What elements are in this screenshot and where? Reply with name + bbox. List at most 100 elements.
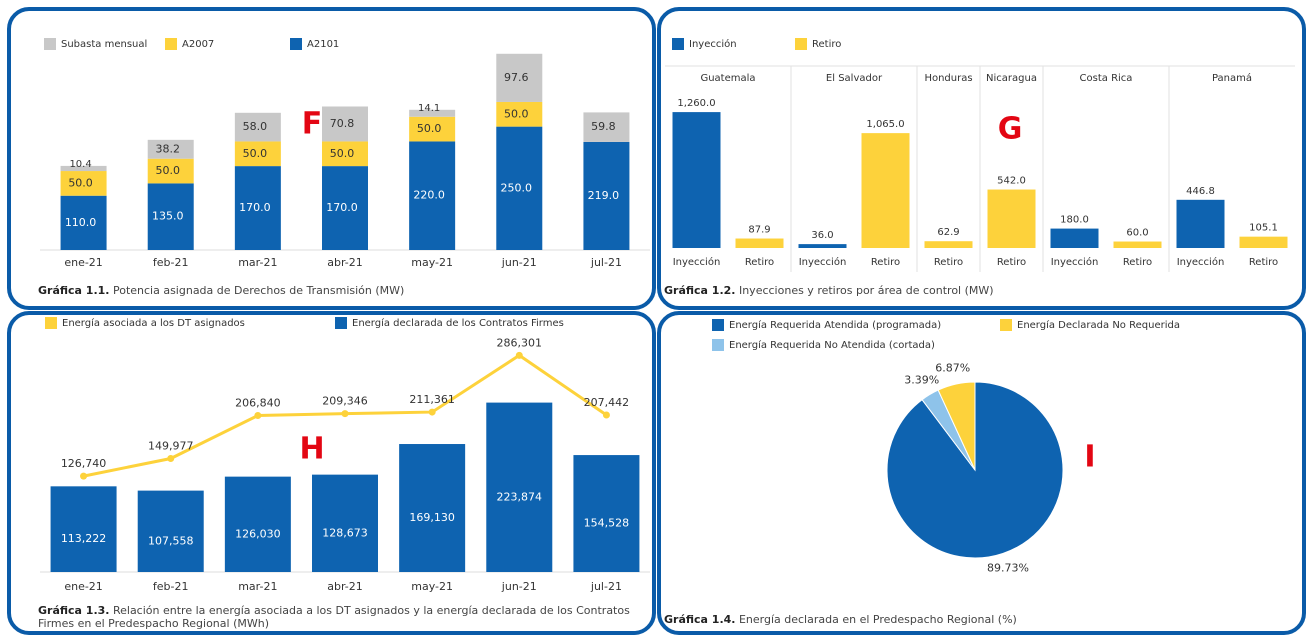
annotation: G xyxy=(998,112,1023,147)
value-label: 206,840 xyxy=(235,396,281,409)
panel xyxy=(657,7,1306,310)
legend-swatch xyxy=(44,38,56,50)
x-tick-label: abr-21 xyxy=(327,256,363,269)
caption: Gráfica 1.1. Potencia asignada de Derech… xyxy=(38,284,648,297)
area-label: Guatemala xyxy=(700,73,755,84)
value-label: 14.1 xyxy=(418,103,440,114)
x-tick-label: jul-21 xyxy=(590,256,622,269)
bar xyxy=(924,241,973,248)
annotation: F xyxy=(302,107,323,142)
legend-label: Energía Requerida No Atendida (cortada) xyxy=(729,339,935,351)
legend-label: A2101 xyxy=(307,39,339,50)
x-tick-label: Retiro xyxy=(1249,257,1278,268)
caption-label: Gráfica 1.2. xyxy=(664,284,736,297)
value-label: 107,558 xyxy=(148,534,194,547)
bar-segment xyxy=(409,141,456,250)
legend-swatch xyxy=(45,317,57,329)
value-label: 50.0 xyxy=(504,107,529,120)
legend-swatch xyxy=(795,38,807,50)
area-label: El Salvador xyxy=(826,73,883,84)
caption-text: Relación entre la energía asociada a los… xyxy=(38,604,630,630)
x-tick-label: Retiro xyxy=(745,257,774,268)
value-label: 62.9 xyxy=(937,227,959,238)
value-label: 1,065.0 xyxy=(866,119,904,130)
legend-swatch xyxy=(335,317,347,329)
x-tick-label: jun-21 xyxy=(501,256,537,269)
x-tick-label: Retiro xyxy=(871,257,900,268)
caption: Gráfica 1.2. Inyecciones y retiros por á… xyxy=(664,284,1284,297)
legend-swatch xyxy=(290,38,302,50)
legend-label: A2007 xyxy=(182,39,214,50)
x-tick-label: may-21 xyxy=(411,580,453,593)
caption-label: Gráfica 1.1. xyxy=(38,284,110,297)
caption-text: Energía declarada en el Predespacho Regi… xyxy=(738,613,1017,626)
annotation: H xyxy=(299,432,324,467)
line-marker xyxy=(80,472,88,480)
legend-label: Energía asociada a los DT asignados xyxy=(62,317,245,329)
x-tick-label: Retiro xyxy=(997,257,1026,268)
x-tick-label: jul-21 xyxy=(590,580,622,593)
bar-segment xyxy=(409,109,456,117)
bar-segment xyxy=(234,112,281,142)
x-tick-label: ene-21 xyxy=(64,256,102,269)
value-label: 1,260.0 xyxy=(677,98,715,109)
value-label: 446.8 xyxy=(1186,186,1215,197)
bar-segment xyxy=(496,101,543,127)
legend-label: Energía Requerida Atendida (programada) xyxy=(729,319,941,331)
caption: Gráfica 1.4. Energía declarada en el Pre… xyxy=(664,613,1284,626)
value-label: 286,301 xyxy=(497,336,543,349)
x-tick-label: Inyección xyxy=(1051,256,1099,268)
area-label: Costa Rica xyxy=(1080,73,1133,84)
bar xyxy=(1176,199,1225,248)
value-label: 105.1 xyxy=(1249,223,1278,234)
bar xyxy=(312,474,378,572)
bar-segment xyxy=(322,106,368,142)
area-label: Panamá xyxy=(1212,72,1252,84)
bar-segment xyxy=(322,141,368,167)
bar xyxy=(224,476,291,572)
value-label: 89.73% xyxy=(987,562,1029,575)
area-label: Nicaragua xyxy=(986,73,1037,84)
value-label: 36.0 xyxy=(811,230,833,241)
pie-slice xyxy=(937,381,976,471)
value-label: 223,874 xyxy=(497,490,543,503)
value-label: 50.0 xyxy=(243,147,268,160)
value-label: 180.0 xyxy=(1060,215,1089,226)
value-label: 50.0 xyxy=(155,164,180,177)
value-label: 59.8 xyxy=(591,120,616,133)
bar xyxy=(573,455,640,572)
bar-segment xyxy=(60,195,107,250)
value-label: 97.6 xyxy=(504,71,529,84)
value-label: 154,528 xyxy=(584,517,630,530)
value-label: 211,361 xyxy=(409,393,455,406)
bar-segment xyxy=(60,165,107,172)
caption-text: Inyecciones y retiros por área de contro… xyxy=(738,284,994,297)
value-label: 113,222 xyxy=(61,532,107,545)
value-label: 50.0 xyxy=(330,147,355,160)
bar xyxy=(1113,241,1162,248)
x-tick-label: jun-21 xyxy=(501,580,537,593)
legend-label: Energía declarada de los Contratos Firme… xyxy=(352,317,564,329)
legend-label: Energía Declarada No Requerida xyxy=(1017,319,1180,331)
value-label: 50.0 xyxy=(417,122,442,135)
value-label: 219.0 xyxy=(588,189,620,202)
value-label: 149,977 xyxy=(148,440,194,453)
value-label: 3.39% xyxy=(904,374,939,387)
caption: Gráfica 1.3. Relación entre la energía a… xyxy=(38,604,654,630)
value-label: 126,740 xyxy=(61,457,107,470)
bar-segment xyxy=(60,171,107,196)
legend-label: Inyección xyxy=(689,38,737,50)
bar-segment xyxy=(147,139,194,159)
value-label: 542.0 xyxy=(997,176,1026,187)
value-label: 135.0 xyxy=(152,210,184,223)
bar xyxy=(735,238,784,248)
x-tick-label: Retiro xyxy=(934,257,963,268)
bar xyxy=(861,133,910,248)
line-marker xyxy=(602,411,610,419)
value-label: 58.0 xyxy=(243,120,268,133)
line-marker xyxy=(254,411,262,419)
x-tick-label: abr-21 xyxy=(327,580,363,593)
bar xyxy=(798,244,847,248)
value-label: 209,346 xyxy=(322,395,368,408)
